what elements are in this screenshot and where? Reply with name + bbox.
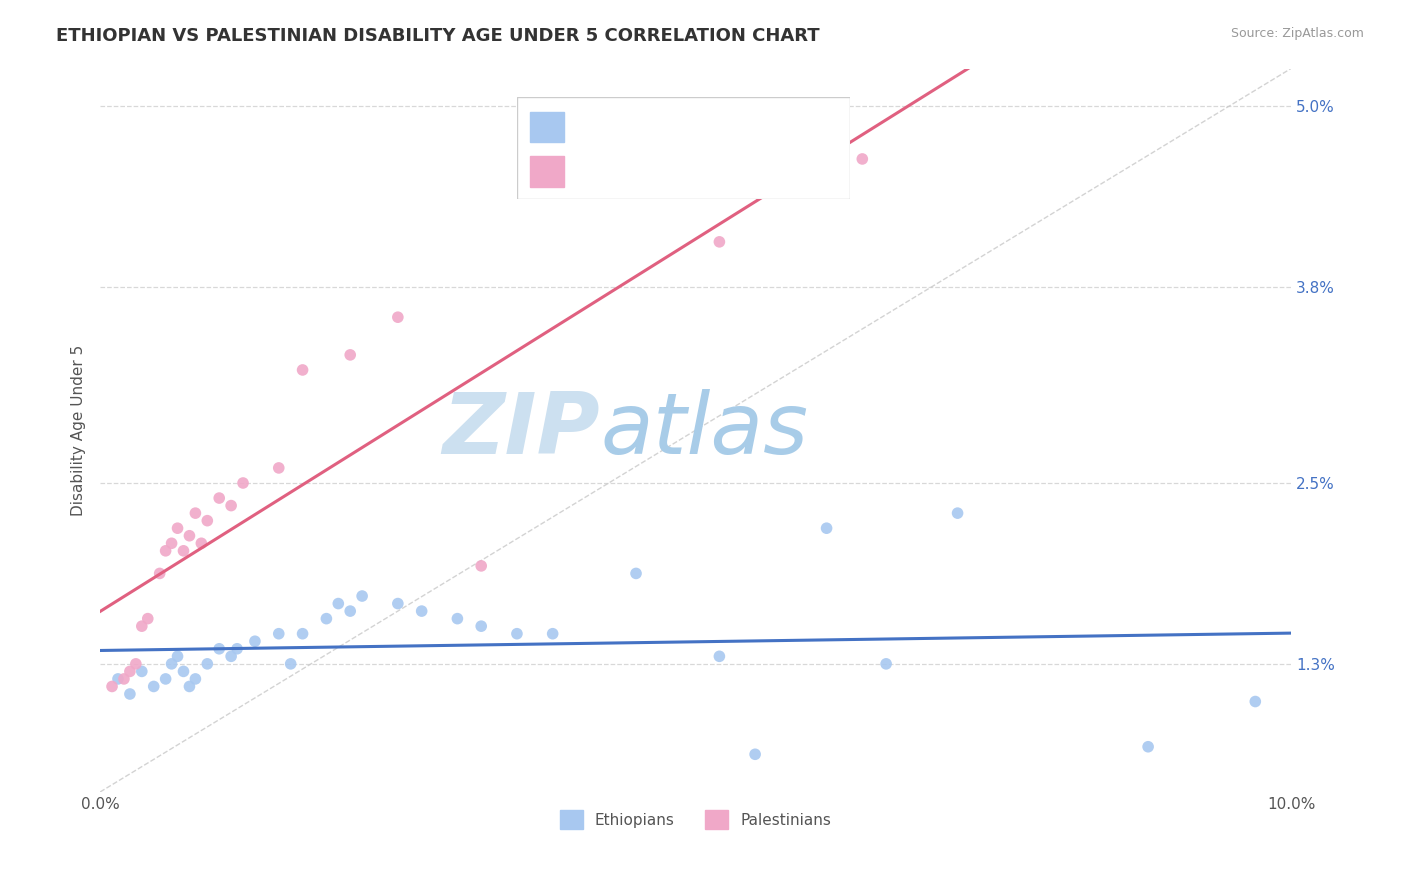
Y-axis label: Disability Age Under 5: Disability Age Under 5 <box>72 344 86 516</box>
Point <box>946 506 969 520</box>
Point <box>267 461 290 475</box>
Point <box>815 521 838 535</box>
Point <box>541 626 564 640</box>
Text: Source: ZipAtlas.com: Source: ZipAtlas.com <box>1230 27 1364 40</box>
Point <box>446 612 468 626</box>
Point <box>243 634 266 648</box>
Point <box>195 657 218 671</box>
Point <box>190 536 212 550</box>
Point <box>131 665 153 679</box>
Point <box>280 657 302 671</box>
Point <box>328 597 350 611</box>
Point <box>101 680 124 694</box>
Point <box>118 665 141 679</box>
Point <box>219 649 242 664</box>
Point <box>232 475 254 490</box>
Point <box>291 626 314 640</box>
Point <box>267 626 290 640</box>
Point <box>339 348 361 362</box>
Point <box>195 514 218 528</box>
Point <box>184 672 207 686</box>
Point <box>387 310 409 325</box>
Point <box>173 665 195 679</box>
Point <box>179 529 201 543</box>
Point <box>125 657 148 671</box>
Point <box>411 604 433 618</box>
Point <box>352 589 374 603</box>
Point <box>387 597 409 611</box>
Point <box>709 235 731 249</box>
Point <box>136 612 159 626</box>
Point <box>131 619 153 633</box>
Point <box>624 566 647 581</box>
Point <box>470 558 492 573</box>
Point <box>149 566 172 581</box>
Legend: Ethiopians, Palestinians: Ethiopians, Palestinians <box>554 804 838 835</box>
Point <box>118 687 141 701</box>
Point <box>709 649 731 664</box>
Point <box>339 604 361 618</box>
Point <box>315 612 337 626</box>
Point <box>875 657 897 671</box>
Point <box>1244 694 1267 708</box>
Point <box>506 626 529 640</box>
Point <box>173 544 195 558</box>
Point <box>470 619 492 633</box>
Point <box>208 491 231 505</box>
Point <box>179 680 201 694</box>
Text: atlas: atlas <box>600 389 808 472</box>
Point <box>184 506 207 520</box>
Point <box>107 672 129 686</box>
Point <box>142 680 165 694</box>
Point <box>160 657 183 671</box>
Point <box>166 649 188 664</box>
Point <box>160 536 183 550</box>
Point <box>166 521 188 535</box>
Point <box>851 152 873 166</box>
Text: ZIP: ZIP <box>443 389 600 472</box>
Point <box>112 672 135 686</box>
Point <box>208 641 231 656</box>
Point <box>155 672 177 686</box>
Point <box>744 747 766 762</box>
Point <box>226 641 249 656</box>
Point <box>155 544 177 558</box>
Point <box>291 363 314 377</box>
Point <box>219 499 242 513</box>
Point <box>1137 739 1160 754</box>
Text: ETHIOPIAN VS PALESTINIAN DISABILITY AGE UNDER 5 CORRELATION CHART: ETHIOPIAN VS PALESTINIAN DISABILITY AGE … <box>56 27 820 45</box>
